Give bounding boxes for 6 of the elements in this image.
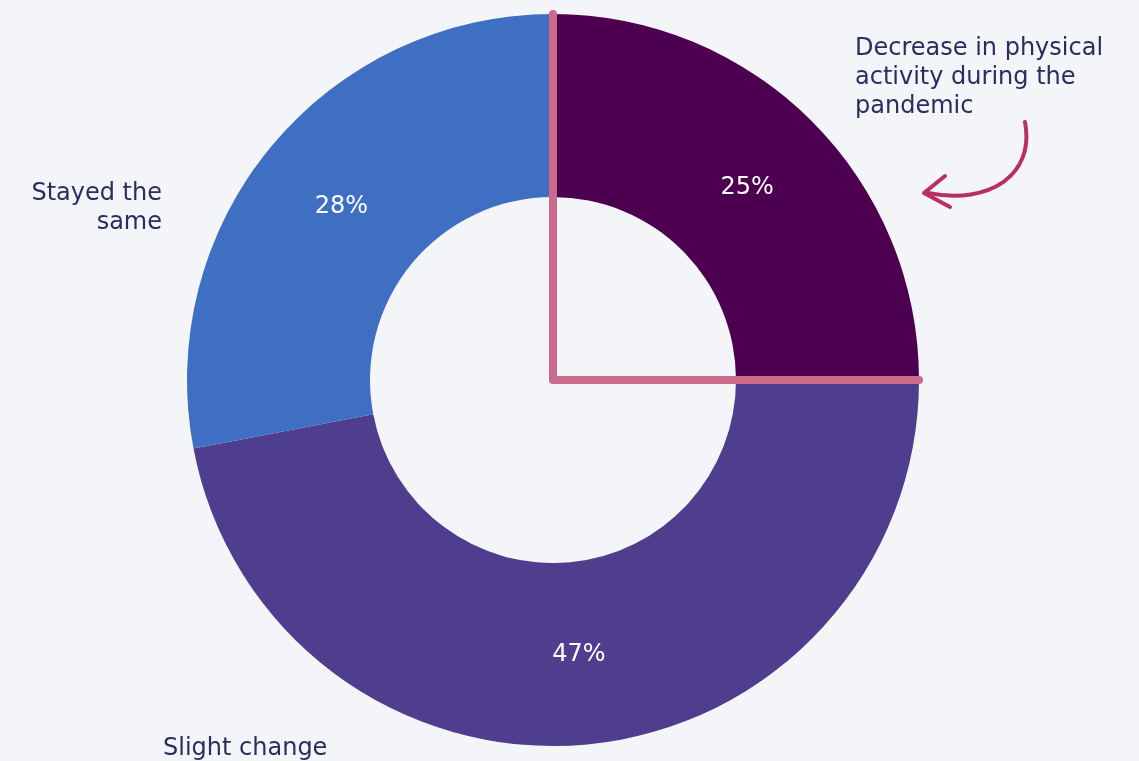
data-label: 47%	[552, 639, 606, 668]
data-label: 28%	[314, 191, 369, 220]
slice-label: Decrease in physical activity during the pandemic	[855, 33, 1104, 119]
slice-label: Stayed the same	[31, 178, 162, 235]
data-label: 25%	[720, 171, 774, 200]
slice-label: Slight change	[163, 733, 328, 761]
